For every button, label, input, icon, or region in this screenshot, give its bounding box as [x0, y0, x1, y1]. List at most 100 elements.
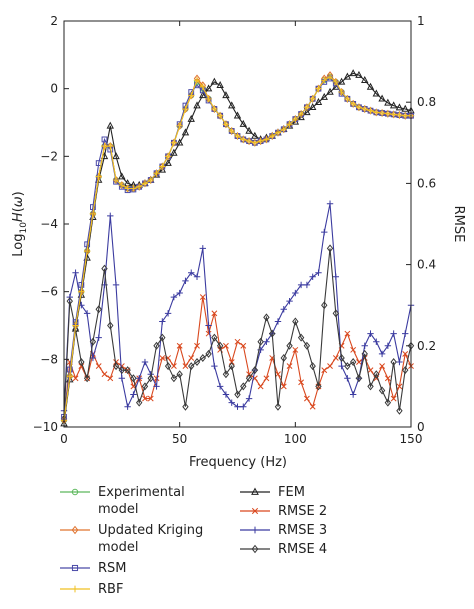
data-point-rmse-3: [315, 269, 322, 276]
data-point-rbf: [315, 85, 322, 92]
data-point-rbf: [292, 115, 299, 123]
data-point-rmse-4: [373, 370, 380, 379]
data-point-rbf: [286, 120, 293, 128]
legend: Experimental model Updated Kriging model RSM…: [60, 485, 327, 597]
data-point-rmse-4: [396, 406, 403, 415]
data-point-rmse-4: [170, 374, 178, 383]
data-point-rbf: [251, 139, 259, 146]
data-point-rmse-3: [199, 245, 206, 252]
data-point-rmse-4: [135, 398, 143, 407]
data-point-rbf: [321, 77, 328, 84]
data-point-rmse-3: [222, 391, 230, 398]
data-point-rmse-3: [141, 358, 149, 366]
data-point-fem: [106, 121, 114, 129]
data-point-rmse-3: [107, 212, 114, 220]
data-point-rmse-3: [321, 228, 328, 236]
data-point-rmse-3: [297, 281, 305, 289]
data-point-rmse-4: [355, 374, 363, 383]
data-point-fem: [181, 128, 190, 136]
data-point-fem: [395, 103, 404, 111]
data-point-rmse-4: [130, 374, 137, 383]
data-point-rmse-4: [402, 366, 409, 375]
data-point-rmse-2: [356, 359, 362, 365]
data-point-rmse-2: [263, 375, 270, 382]
data-point-rmse-4: [205, 349, 212, 358]
data-point-rmse-3: [205, 322, 212, 329]
data-point-rbf: [338, 88, 345, 96]
data-point-rmse-2: [211, 310, 218, 317]
legend-item-updated-kriging-model: Updated Kriging model: [60, 523, 203, 555]
data-point-rmse-3: [193, 273, 201, 280]
data-point-rmse-4: [245, 374, 253, 383]
y-tick-label-left: −4: [40, 217, 58, 231]
legend-marker: [251, 507, 259, 515]
data-point-rmse-4: [390, 358, 397, 367]
data-point-rmse-2: [228, 359, 235, 365]
legend-label: model: [98, 540, 138, 555]
data-point-rmse-3: [216, 383, 224, 390]
data-point-fem: [343, 72, 352, 80]
data-point-rmse-2: [286, 363, 293, 370]
x-tick-label: 150: [400, 432, 423, 446]
series-layer: [60, 69, 415, 427]
data-point-rmse-4: [101, 264, 108, 273]
data-point-rmse-4: [251, 366, 259, 375]
legend-item-rbf: RBF: [60, 582, 123, 597]
data-point-rbf: [402, 112, 409, 119]
legend-marker: [71, 564, 79, 572]
data-point-fem: [384, 98, 392, 106]
data-point-rmse-2: [176, 342, 183, 349]
data-point-rbf: [332, 78, 340, 86]
data-point-rmse-2: [72, 375, 79, 382]
data-point-rbf: [303, 104, 311, 111]
data-point-rmse-2: [303, 395, 310, 402]
data-point-rbf: [188, 92, 195, 99]
data-point-fem: [361, 75, 369, 83]
data-point-rmse-2: [384, 375, 391, 382]
x-axis-label: Frequency (Hz): [189, 455, 287, 470]
data-point-rbf: [205, 95, 212, 103]
data-point-rbf: [78, 288, 85, 295]
series-rmse-2: [61, 294, 414, 422]
data-point-rbf: [72, 322, 79, 329]
data-point-rmse-2: [275, 371, 281, 378]
y-tick-label-left: −2: [40, 149, 58, 163]
data-point-rmse-4: [297, 333, 305, 342]
y-axis-label-right: RMSE: [451, 206, 466, 243]
data-point-rmse-2: [298, 379, 305, 386]
data-point-rmse-3: [344, 375, 351, 382]
data-point-rmse-4: [332, 309, 340, 318]
data-point-rmse-4: [188, 362, 195, 371]
data-point-rbf: [355, 104, 363, 111]
data-point-rmse-4: [182, 402, 189, 411]
data-point-rmse-3: [309, 273, 316, 280]
data-point-rmse-3: [170, 293, 178, 301]
data-point-rbf: [390, 111, 397, 118]
data-point-rmse-4: [199, 353, 207, 362]
data-point-rmse-4: [263, 313, 270, 322]
data-point-rmse-4: [164, 362, 172, 371]
data-point-rbf: [216, 112, 224, 119]
data-point-rsm: [90, 204, 96, 210]
data-point-rmse-2: [142, 395, 148, 402]
data-point-rmse-3: [159, 318, 166, 325]
series-line-rmse-2: [63, 297, 412, 419]
data-point-rmse-4: [315, 382, 322, 391]
data-point-rmse-2: [194, 342, 200, 349]
data-point-rmse-4: [89, 337, 97, 346]
data-point-rmse-4: [147, 374, 154, 383]
legend-marker: [71, 585, 79, 593]
data-point-fem: [187, 114, 195, 122]
data-point-rmse-3: [367, 330, 374, 337]
data-point-rmse-4: [153, 341, 160, 350]
data-point-rmse-3: [396, 358, 403, 366]
data-point-rmse-2: [327, 363, 333, 370]
y-tick-label-left: −6: [40, 285, 58, 299]
data-point-rmse-2: [350, 346, 357, 353]
data-point-fem: [401, 104, 409, 112]
data-point-rmse-4: [257, 337, 264, 346]
legend-label: RBF: [98, 582, 123, 597]
data-point-fem: [355, 70, 363, 78]
data-point-rbf: [245, 137, 253, 145]
data-point-rbf: [211, 105, 218, 113]
